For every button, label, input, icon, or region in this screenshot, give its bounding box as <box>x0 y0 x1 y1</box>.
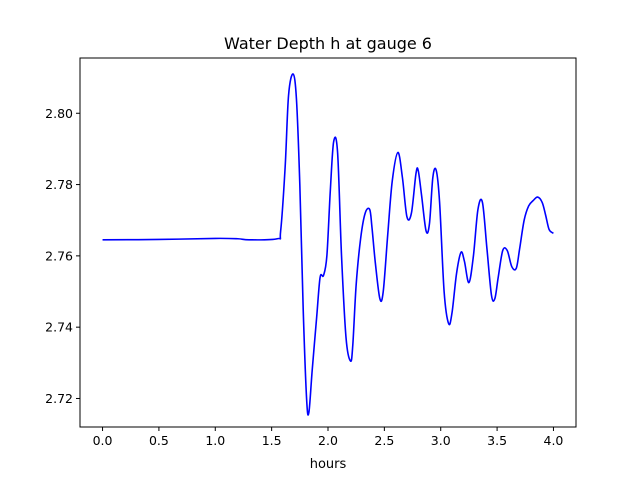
x-tick-label: 0.0 <box>93 433 113 448</box>
x-tick-label: 2.5 <box>374 433 394 448</box>
y-tick-label: 2.78 <box>45 177 73 192</box>
x-axis: 0.0 0.5 1.0 1.5 2.0 2.5 3.0 3.5 4.0 <box>93 427 564 448</box>
x-tick-label: 1.0 <box>205 433 225 448</box>
y-tick-label: 2.76 <box>45 248 73 263</box>
x-tick-label: 2.0 <box>318 433 338 448</box>
x-tick-label: 4.0 <box>544 433 564 448</box>
series-line <box>102 73 554 416</box>
x-tick-label: 3.5 <box>487 433 507 448</box>
y-tick-label: 2.72 <box>45 391 73 406</box>
x-tick-label: 3.0 <box>431 433 451 448</box>
y-axis: 2.72 2.74 2.76 2.78 2.80 <box>45 106 80 406</box>
x-axis-label: hours <box>310 457 347 472</box>
y-tick-label: 2.74 <box>45 320 73 335</box>
chart-title: Water Depth h at gauge 6 <box>224 34 432 53</box>
x-tick-label: 1.5 <box>262 433 282 448</box>
plot-area <box>79 57 577 428</box>
y-tick-label: 2.80 <box>45 106 73 121</box>
x-tick-label: 0.5 <box>149 433 169 448</box>
